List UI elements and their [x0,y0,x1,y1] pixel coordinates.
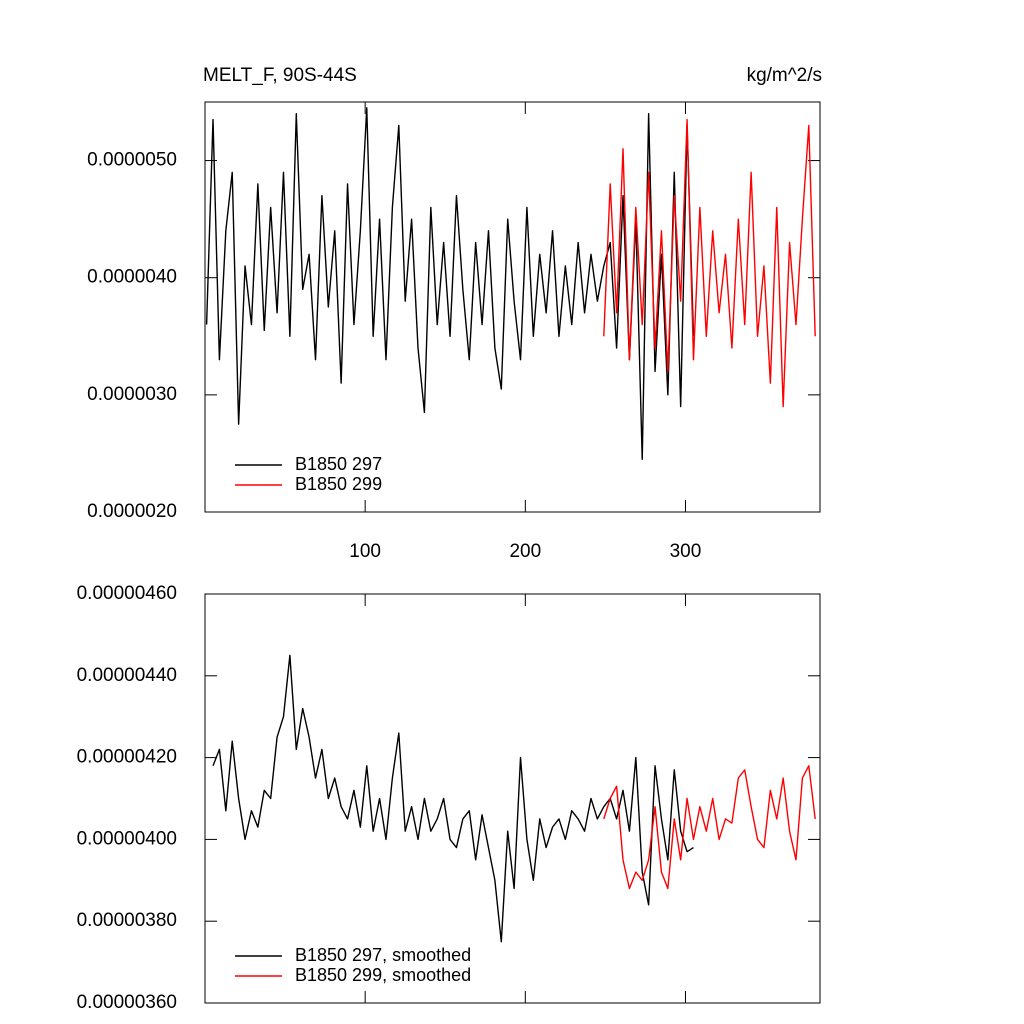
y-tick-label: 0.0000020 [87,501,177,522]
plot-frame [204,593,821,1004]
units-label: kg/m^2/s [747,65,822,86]
y-tick-label: 0.0000040 [87,267,177,288]
y-tick-label: 0.00000360 [77,992,177,1013]
x-tick-label: 300 [670,541,702,562]
y-tick-label: 0.0000030 [87,384,177,405]
x-tick-label: 200 [509,541,541,562]
plot-frame [204,101,821,513]
legend-label: B1850 299, smoothed [295,965,471,985]
series-line [205,107,695,460]
y-tick-label: 0.00000380 [77,910,177,931]
legend-label: B1850 299 [295,474,382,494]
legend-label: B1850 297 [295,454,382,474]
y-tick-label: 0.00000420 [77,747,177,768]
chart-title: MELT_F, 90S-44S [203,65,357,86]
series-line [603,118,816,408]
series-line [212,654,694,943]
legend-label: B1850 297, smoothed [295,945,471,965]
y-tick-label: 0.0000050 [87,150,177,171]
y-tick-label: 0.00000460 [77,583,177,604]
x-tick-label: 100 [349,541,381,562]
y-tick-label: 0.00000440 [77,665,177,686]
series-line [603,765,816,890]
y-tick-label: 0.00000400 [77,828,177,849]
